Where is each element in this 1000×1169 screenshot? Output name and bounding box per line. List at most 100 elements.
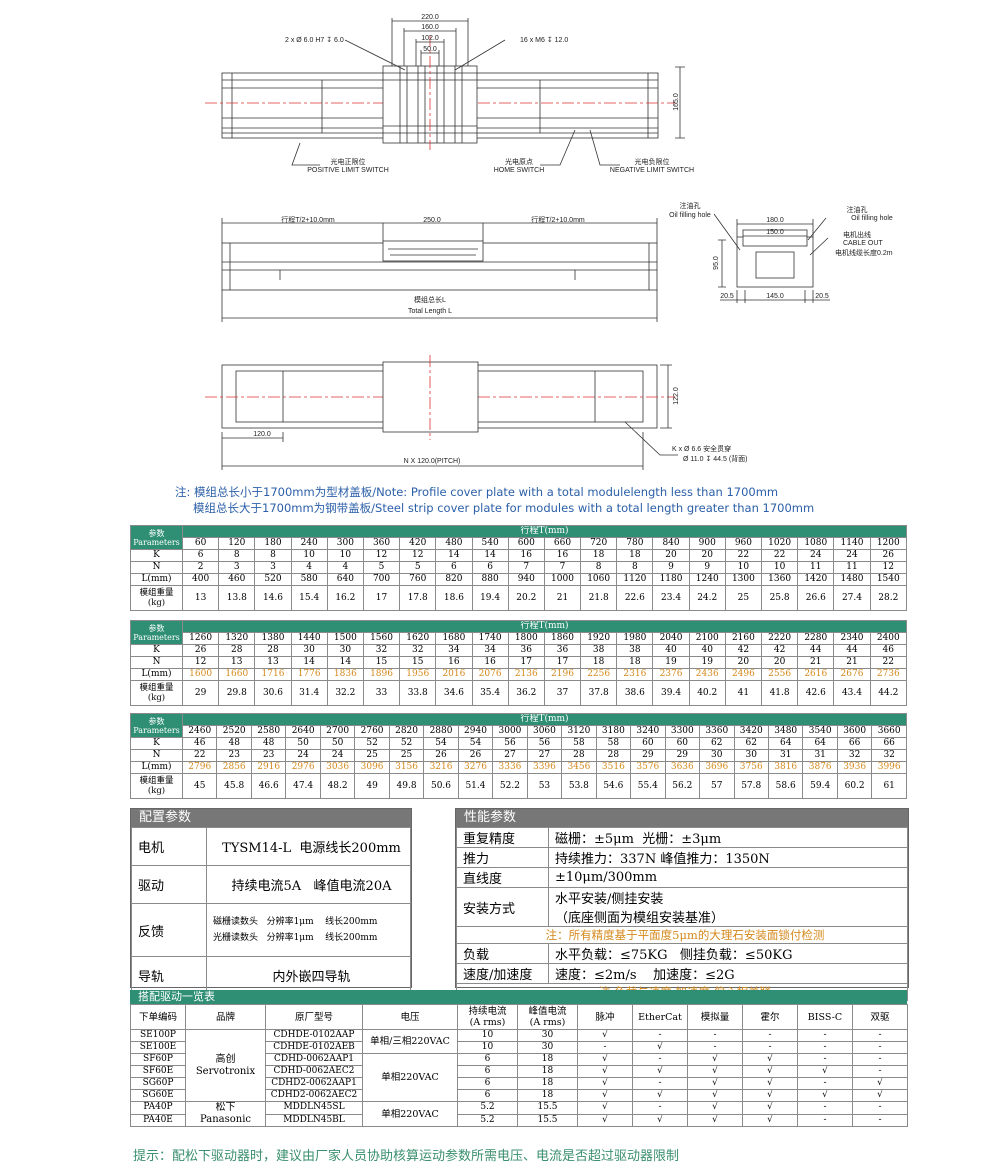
cell-value: 16: [435, 656, 473, 669]
footer: 提示：配松下驱动器时，建议由厂家人员协助核算运动参数所需电压、电流是否超过驱动器…: [133, 1149, 680, 1164]
cell-value: √: [742, 1053, 798, 1066]
note-cell: 注：所有精度基于平面度5μm的大理石安装面锁付检测: [456, 926, 908, 944]
cell-value: 2556: [760, 668, 799, 681]
stroke-value: 1500: [326, 632, 364, 645]
cell-value: 62: [699, 737, 735, 750]
end-view: 180.0 150.0 95.0 20.5 145.0 20.5 注油孔 Oil…: [669, 201, 893, 303]
cell-value: 4: [290, 561, 328, 574]
cell-value: 1360: [760, 573, 799, 586]
cell-value: 27: [492, 749, 528, 762]
stroke-value: 3480: [767, 725, 804, 738]
brand-line: Servotronix: [195, 1065, 256, 1077]
stroke-value: 1800: [507, 632, 545, 645]
stroke-value: 360: [362, 537, 401, 550]
cell-value: 10: [290, 549, 328, 562]
cell-value: √: [632, 1041, 688, 1054]
cell-value: 3876: [802, 761, 838, 774]
stroke-value: 660: [543, 537, 582, 550]
cell-value: 11: [833, 561, 871, 574]
model: CDHD2-0062AEC2: [265, 1089, 363, 1102]
row: 模组重量 (kg) 45 45.8 46.6 47.4 48.2 49 49.8 50.6 51.4…: [130, 773, 907, 799]
stroke-value: 1980: [616, 632, 654, 645]
cell-value: 1896: [362, 668, 401, 681]
cell-value: -: [852, 1041, 908, 1054]
row: 1260 1320 1380 1440 1500 1560 1620 1680 1740 1800…: [131, 632, 908, 645]
header-row: 下单编码 品牌 原厂型号 电压 持续电流 (A rms) 峰值电流 (A rms) 脉冲 Ethe…: [130, 1004, 908, 1030]
cell-value: 2676: [833, 668, 871, 681]
row: 驱动 持续电流5A 峰值电流20A: [131, 865, 411, 904]
row: 反馈 磁栅读数头 分辨率1μm 线长200mm 光栅读数头 分辨率1μm 线长200…: [131, 903, 411, 957]
cell-value: 25: [354, 749, 390, 762]
cell-value: 820: [435, 573, 473, 586]
cell-value: 31.4: [290, 680, 328, 706]
cell-value: -: [852, 1065, 908, 1078]
cell-value: 36: [543, 644, 582, 657]
label: 2 x Ø 6.0 H7 ↧ 6.0: [285, 36, 344, 44]
cell-value: 26.6: [797, 585, 835, 611]
cell-value: 3756: [733, 761, 769, 774]
stroke-value: 3660: [871, 725, 907, 738]
cell-value: 32: [836, 749, 873, 762]
row-label: 电机: [131, 827, 207, 866]
value-line: 持续电流5A 峰值电流20A: [231, 879, 392, 894]
cell-value: √: [577, 1029, 633, 1042]
row: SG60P CDHD2-0062AAP1 6 18 √ - √ √ - √: [130, 1077, 908, 1090]
cell-value: 10: [724, 561, 763, 574]
row-value: TYSM14-L 电源线长200mm: [206, 827, 411, 866]
cell-value: √: [797, 1065, 853, 1078]
label: 180.0: [766, 217, 784, 224]
stroke-value: 1440: [290, 632, 328, 645]
row-label-line: 模组重量: [139, 776, 174, 786]
row-label: 模组重量 (kg): [130, 773, 183, 799]
stroke-value: 240: [290, 537, 328, 550]
stroke-value: 1740: [471, 632, 509, 645]
note: 注: 模组总长小于1700mm为型材盖板/Note: Profile cover…: [175, 485, 779, 499]
cell-value: -: [797, 1101, 853, 1115]
cell-value: 20.2: [507, 585, 545, 611]
row-label-line: L(mm): [141, 669, 172, 680]
cell-value: √: [577, 1113, 633, 1127]
label: 光电原点: [505, 157, 533, 166]
config-table: 电机 TYSM14-L 电源线长200mm 驱动 持续电流5A 峰值电流20A 反馈 磁栅…: [131, 827, 411, 995]
corner-label: Parameters: [133, 632, 180, 642]
cell-value: -: [632, 1101, 688, 1115]
cell-value: -: [687, 1041, 743, 1054]
row-label: L(mm): [130, 761, 183, 774]
cell-value: -: [632, 1077, 688, 1090]
cell-value: 24: [797, 549, 835, 562]
stroke-value: 1320: [218, 632, 256, 645]
cell-value: 3276: [457, 761, 494, 774]
row-label: 模组重量 (kg): [130, 585, 183, 611]
header-line: 峰值电流: [528, 1006, 567, 1017]
corner-label: 参数: [148, 528, 165, 538]
cell-value: 1540: [869, 573, 908, 586]
header-line: EtherCat: [638, 1011, 682, 1023]
row-label: N: [130, 656, 183, 669]
order-code: SE100E: [130, 1041, 186, 1054]
cell-value: 22: [760, 549, 799, 562]
cell-value: 29: [664, 749, 701, 762]
cell-value: √: [852, 1089, 908, 1102]
stroke-value: 2640: [285, 725, 321, 738]
row-label: 推力: [456, 847, 549, 868]
label: 行程T/2+10.0mm: [281, 215, 335, 224]
note: 模组总长大于1700mm为钢带盖板/Steel strip cover plat…: [193, 501, 815, 515]
row: SF60E CDHD-0062AEC2 6 18 √ √ √ √ √ -: [130, 1065, 908, 1078]
drawing-line: [382, 240, 484, 262]
corner-label: Parameters: [133, 537, 180, 547]
cell-value: √: [687, 1065, 743, 1078]
cell-value: 23.4: [652, 585, 690, 611]
cell-value: 20: [760, 656, 799, 669]
cell-value: 10: [457, 1029, 518, 1042]
cell-value: 9: [652, 561, 690, 574]
order-code: SF60E: [130, 1065, 186, 1078]
cell-value: 8: [218, 549, 256, 562]
corner-cell: 参数 Parameters: [130, 713, 183, 738]
cell-value: 53.8: [561, 773, 597, 799]
cell-value: 32: [871, 749, 907, 762]
cell-value: 18: [517, 1077, 578, 1090]
cell-value: 2916: [250, 761, 287, 774]
row: 安装方式 水平安装/侧挂安装 （底座侧面为模组安装基准）: [456, 887, 908, 927]
cell-value: -: [632, 1029, 688, 1042]
cell-value: √: [687, 1077, 743, 1090]
